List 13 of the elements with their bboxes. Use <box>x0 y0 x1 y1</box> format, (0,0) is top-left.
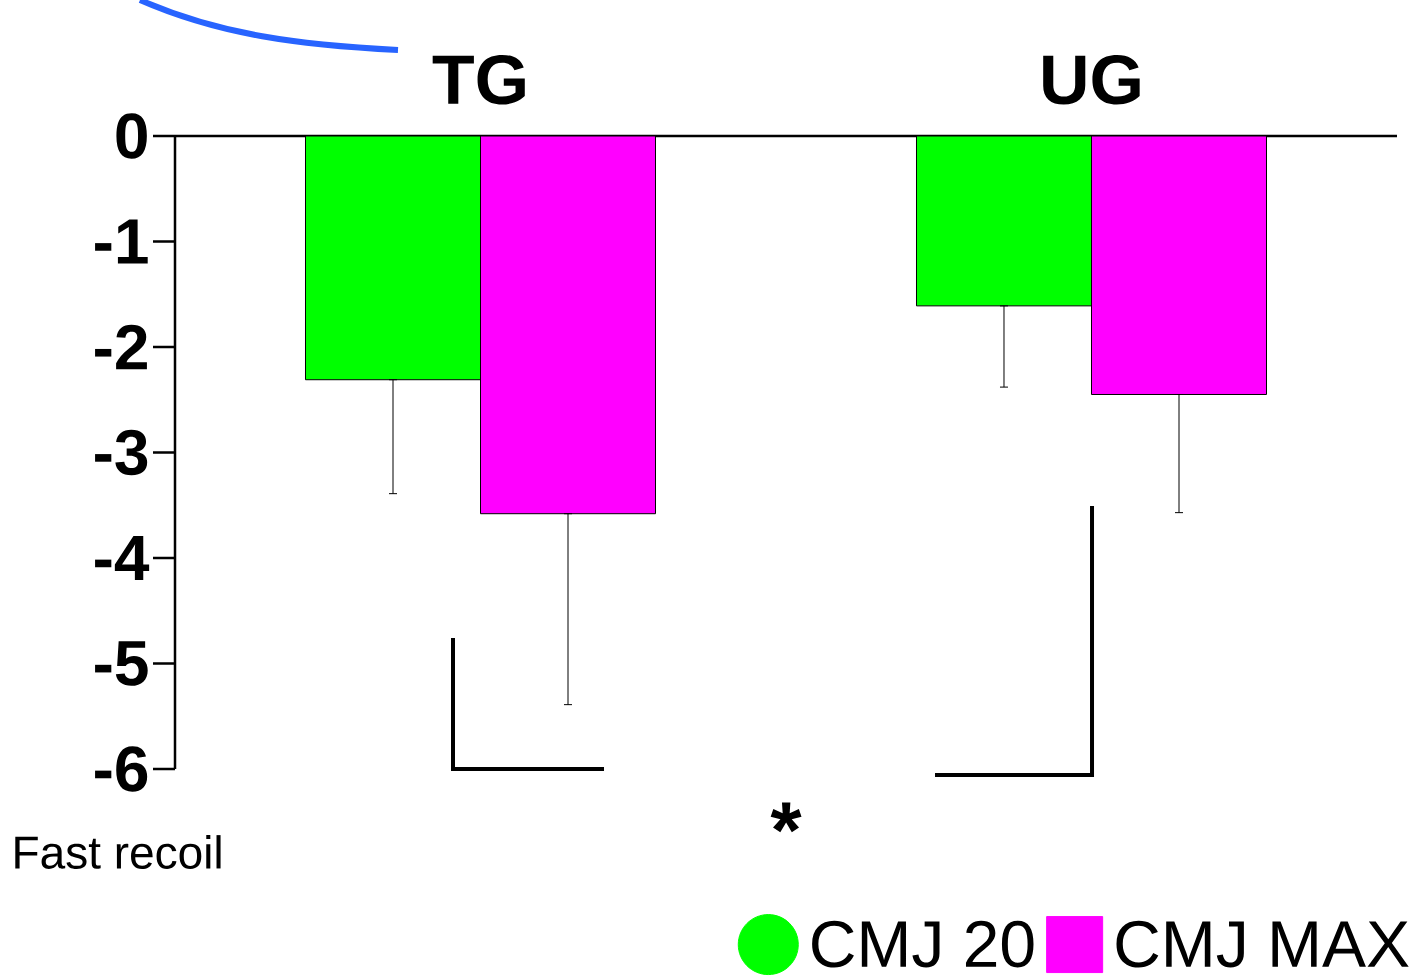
y-tick-label: 0 <box>116 113 147 159</box>
x-tick-label: UG <box>1043 54 1140 105</box>
text: * <box>770 802 802 833</box>
y-tick-label: -4 <box>95 536 150 581</box>
y-tick-label: -3 <box>95 429 148 476</box>
text: Fast recoil <box>15 835 221 869</box>
legend-label: CMJ MAX <box>1116 920 1409 968</box>
x-tick-label: TG <box>432 54 525 105</box>
y-tick-label: -1 <box>95 219 148 264</box>
y-tick-label: -5 <box>95 641 148 686</box>
y-tick-label: -6 <box>95 746 148 792</box>
y-tick-label: -2 <box>95 324 147 370</box>
legend-label: CMJ 20 <box>812 920 1034 968</box>
